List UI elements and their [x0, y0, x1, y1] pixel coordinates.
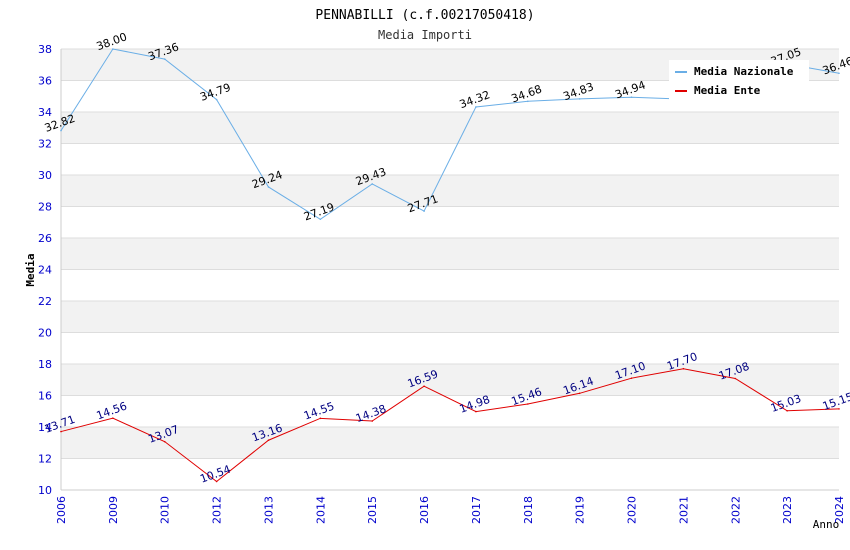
y-tick-label: 32	[38, 138, 52, 151]
x-axis-label: Anno	[813, 518, 840, 531]
series-line-ente	[60, 368, 840, 483]
x-tick-label: 2018	[522, 496, 535, 524]
data-point	[578, 392, 581, 395]
legend-label-ente: Media Ente	[694, 84, 761, 97]
plot-band	[61, 112, 839, 144]
x-tick-label: 2023	[781, 496, 794, 524]
y-tick-label: 16	[38, 390, 52, 403]
data-point	[475, 106, 477, 108]
y-tick-label: 18	[38, 358, 52, 371]
x-tick-label: 2013	[262, 496, 275, 524]
y-tick-label: 38	[38, 43, 52, 56]
data-label: 10.54	[198, 463, 232, 486]
data-point	[527, 403, 529, 405]
data-point	[734, 377, 737, 380]
data-label: 34.68	[510, 83, 544, 106]
y-tick-label: 10	[38, 484, 52, 497]
x-tick-label: 2024	[833, 496, 846, 524]
data-point	[475, 410, 477, 413]
legend-background	[669, 60, 809, 102]
x-tick-label: 2016	[418, 496, 431, 524]
x-tick-label: 2015	[366, 496, 379, 524]
y-axis-ticks: 10 12 14 16 18 20 22 24 26 28 30 32 34 36 38	[38, 43, 52, 497]
data-point	[423, 210, 425, 212]
x-tick-label: 2020	[626, 496, 639, 524]
data-label: 34.79	[198, 81, 232, 104]
x-tick-label: 2017	[470, 496, 483, 524]
data-label: 34.32	[458, 88, 492, 111]
y-tick-label: 14	[38, 421, 52, 434]
y-tick-label: 36	[38, 75, 52, 88]
plot-band	[61, 301, 839, 333]
data-label: 14.38	[354, 402, 388, 425]
data-point	[630, 96, 633, 98]
y-axis-label: Media	[24, 253, 37, 286]
data-point	[163, 58, 166, 60]
data-point	[838, 72, 840, 75]
x-tick-label: 2012	[211, 496, 224, 524]
x-tick-label: 2006	[55, 496, 68, 524]
x-tick-label: 2021	[677, 496, 690, 524]
data-point	[682, 367, 685, 370]
plot-band	[61, 364, 839, 396]
chart-title: PENNABILLI (c.f.00217050418)	[315, 8, 534, 23]
data-point	[60, 430, 62, 433]
data-point	[163, 440, 166, 443]
data-point	[371, 183, 374, 185]
legend-label-nazionale: Media Nazionale	[694, 65, 794, 78]
x-tick-label: 2010	[159, 496, 172, 524]
y-tick-label: 22	[38, 295, 52, 308]
legend: Media Nazionale Media Ente	[669, 60, 809, 102]
plot-band	[61, 175, 839, 207]
plot-band	[61, 427, 839, 459]
y-tick-label: 34	[38, 106, 52, 119]
data-point	[838, 408, 840, 410]
plot-bands	[61, 49, 839, 459]
data-point	[267, 439, 270, 442]
data-point	[578, 98, 581, 100]
chart-subtitle: Media Importi	[378, 28, 472, 42]
data-point	[630, 377, 633, 379]
data-point	[423, 385, 425, 388]
y-tick-label: 12	[38, 453, 52, 466]
data-point	[112, 48, 114, 50]
y-tick-label: 28	[38, 201, 52, 214]
data-point	[215, 98, 218, 101]
y-tick-label: 20	[38, 327, 52, 340]
data-point	[527, 100, 529, 103]
x-tick-label: 2019	[574, 496, 587, 524]
data-point	[60, 129, 62, 132]
data-point	[112, 417, 114, 419]
y-tick-label: 26	[38, 232, 52, 245]
x-tick-label: 2009	[107, 496, 120, 524]
y-tick-label: 30	[38, 169, 52, 182]
x-tick-label: 2022	[729, 496, 742, 524]
y-tick-label: 24	[38, 264, 52, 277]
plot-band	[61, 238, 839, 270]
data-label: 34.83	[561, 80, 595, 103]
data-point	[319, 218, 322, 221]
data-point	[319, 417, 322, 420]
data-point	[215, 480, 218, 483]
x-tick-label: 2014	[314, 496, 327, 524]
data-point	[786, 409, 788, 412]
x-axis-ticks: 2006 2009 2010 2012 2013 2014 2015 2016 2017 2018…	[55, 496, 846, 524]
data-point	[267, 186, 270, 188]
data-label: 14.98	[458, 393, 492, 416]
data-point	[371, 420, 374, 422]
